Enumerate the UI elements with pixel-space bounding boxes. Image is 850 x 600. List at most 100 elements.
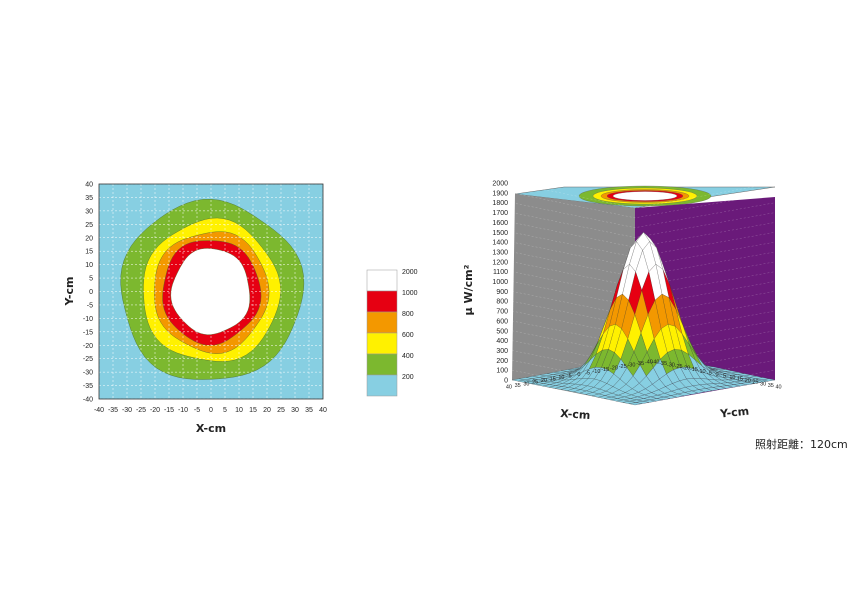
wall-gridline: [511, 182, 776, 209]
surface-x-tick-label: 30: [760, 381, 766, 387]
surface-y-axis-title: Y-cm: [719, 405, 750, 421]
surface-x-axis-title: X-cm: [560, 407, 591, 422]
heatmap-x-tick-label: -40: [94, 407, 104, 414]
surface-x-tick-label: 25: [752, 380, 758, 386]
legend-swatch-800: [366, 311, 398, 334]
surface-y-tick-label: 10: [558, 375, 564, 381]
surface-z-tick-label: 300: [496, 348, 508, 355]
surface-y-tick-label: 40: [506, 384, 512, 390]
heatmap-y-tick-label: 30: [85, 208, 93, 215]
heatmap-y-tick-label: -5: [87, 302, 93, 309]
legend-label-2000: 2000: [402, 269, 418, 276]
heatmap-x-tick-label: 35: [305, 407, 313, 414]
surface-y-tick-label: -20: [610, 366, 618, 372]
legend-label-200: 200: [402, 374, 414, 381]
heatmap-y-tick-label: 5: [89, 276, 93, 283]
wall-gridline: [511, 192, 776, 219]
surface-z-tick-label: 1700: [492, 210, 508, 217]
wall-gridline: [511, 202, 776, 228]
surface-x-tick-label: -20: [682, 366, 690, 372]
heatmap-y-tick-label: -35: [83, 383, 93, 390]
heatmap-y-tick-label: 25: [85, 222, 93, 229]
heatmap-x-tick-label: -15: [164, 407, 174, 414]
heatmap-y-tick-label: 0: [89, 289, 93, 296]
surface-z-tick-label: 2000: [492, 181, 508, 188]
surface-z-tick-label: 1400: [492, 240, 508, 247]
surface-x-tick-labels: -40 -35 -30 -25 -20 -15 -10 -5 0 5 10 15 20 25 30 35 40: [652, 359, 782, 390]
surface-x-tick-label: -25: [675, 364, 683, 370]
surface-z-tick-label: 900: [496, 289, 508, 296]
surface-y-tick-label: -15: [601, 367, 609, 373]
wall-gridline: [511, 212, 776, 238]
color-legend: 2000 1000 800 600 400 200: [366, 269, 418, 397]
top-projection-ring: [612, 191, 678, 201]
surface-z-tick-labels: 0 100 200 300 400 500 600 700 800 900 1000 1100 1200…: [492, 181, 508, 385]
heatmap-x-tick-label: 10: [235, 407, 243, 414]
heatmap-y-tick-label: -20: [83, 343, 93, 350]
surface-mesh: [511, 232, 776, 406]
heatmap-frame: [98, 183, 324, 400]
heatmap-x-tick-label: 20: [263, 407, 271, 414]
surface-x-tick-label: 0: [715, 372, 718, 378]
surface-y-tick-label: 0: [577, 372, 580, 378]
surface-y-tick-label: 20: [541, 378, 547, 384]
heatmap-x-axis-title: X-cm: [196, 422, 226, 435]
heatmap-y-tick-labels: -40 -35 -30 -25 -20 -15 -10 -5 0 5 10 15 20 25 30 35 40: [83, 182, 93, 404]
surface-z-tick-label: 1800: [492, 200, 508, 207]
legend-swatch-200: [366, 374, 398, 397]
surface-x-tick-label: 35: [768, 383, 774, 389]
surface-y-tick-label: -25: [619, 364, 627, 370]
surface-x-tick-label: 20: [745, 378, 751, 384]
surface-chart: 0100200300400500600700800900100011001200…: [462, 181, 782, 423]
surface-z-tick-label: 100: [496, 368, 508, 375]
heatmap-x-tick-label: 40: [319, 407, 327, 414]
heatmap-x-tick-label: -30: [122, 407, 132, 414]
legend-label-600: 600: [402, 332, 414, 339]
heatmap-x-tick-labels: -40 -35 -30 -25 -20 -15 -10 -5 0 5 10 15 20 25 30 35 40: [94, 407, 327, 414]
surface-z-tick-label: 700: [496, 309, 508, 316]
heatmap-x-tick-label: -35: [108, 407, 118, 414]
heatmap-y-tick-label: -40: [83, 397, 93, 404]
surface-x-tick-label: -30: [667, 363, 675, 369]
heatmap-x-tick-label: -10: [178, 407, 188, 414]
surface-x-tick-label: -10: [698, 369, 706, 375]
legend-label-1000: 1000: [402, 290, 418, 297]
surface-y-tick-label: -40: [645, 359, 653, 365]
surface-y-tick-label: 30: [523, 381, 529, 387]
legend-label-800: 800: [402, 311, 414, 318]
surface-z-tick-label: 0: [504, 378, 508, 385]
surface-x-tick-label: -15: [690, 367, 698, 373]
surface-x-tick-label: -35: [659, 361, 667, 367]
irradiation-distance-note: 照射距離：120cm: [755, 438, 848, 451]
heatmap-chart: -40 -35 -30 -25 -20 -15 -10 -5 0 5 10 15 20 25 30 35 40 …: [63, 182, 327, 436]
heatmap-y-axis-title: Y-cm: [63, 277, 76, 307]
heatmap-y-tick-label: 35: [85, 195, 93, 202]
surface-y-tick-label: 35: [515, 383, 521, 389]
legend-label-400: 400: [402, 353, 414, 360]
surface-z-tick-label: 1100: [493, 269, 508, 276]
legend-swatch-600: [366, 332, 398, 355]
heatmap-y-tick-label: 20: [85, 235, 93, 242]
heatmap-y-tick-label: -25: [83, 356, 93, 363]
surface-y-tick-label: 15: [550, 377, 556, 383]
surface-z-tick-label: 1300: [492, 249, 508, 256]
surface-z-tick-label: 1200: [492, 259, 508, 266]
heatmap-x-tick-label: 30: [291, 407, 299, 414]
heatmap-y-tick-label: 10: [85, 262, 93, 269]
heatmap-x-tick-label: 5: [223, 407, 227, 414]
surface-z-tick-label: 500: [496, 328, 508, 335]
heatmap-y-tick-label: -30: [83, 370, 93, 377]
surface-z-tick-label: 200: [496, 358, 508, 365]
legend-swatch-1000: [366, 290, 398, 313]
heatmap-x-tick-label: 25: [277, 407, 285, 414]
surface-z-tick-label: 400: [496, 338, 508, 345]
surface-x-tick-label: 15: [737, 377, 743, 383]
heatmap-grid: [99, 184, 323, 399]
surface-x-tick-label: -40: [652, 359, 660, 365]
surface-mesh-cell: [628, 402, 643, 406]
surface-y-tick-label: 5: [569, 373, 572, 379]
surface-z-tick-label: 1500: [492, 230, 508, 237]
surface-z-tick-label: 600: [496, 318, 508, 325]
